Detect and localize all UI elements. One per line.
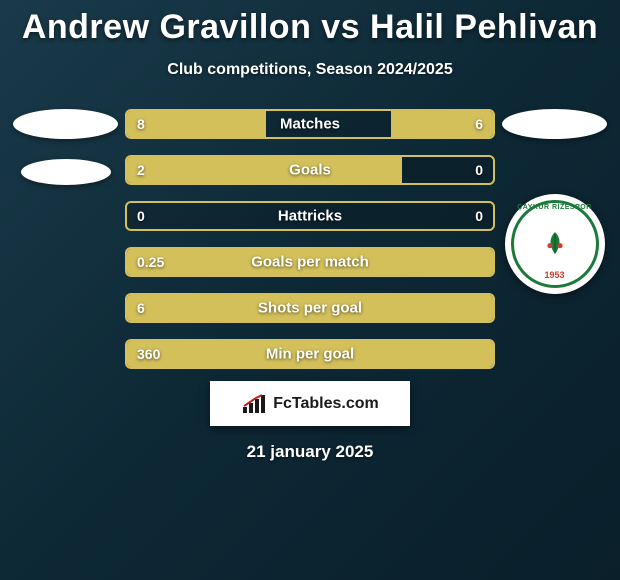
player-right-placeholder-1	[502, 109, 607, 139]
stat-value-left: 2	[137, 162, 145, 178]
player-left-placeholder-1	[13, 109, 118, 139]
stat-value-left: 6	[137, 300, 145, 316]
fctables-logo: FcTables.com	[210, 381, 410, 426]
stats-bars: 8 6 Matches 2 0 Goals 0 0 Hattricks 0.25 Goals per…	[123, 109, 497, 369]
player-left-placeholder-2	[21, 159, 111, 185]
stat-value-right: 6	[475, 116, 483, 132]
bar-left-fill	[127, 111, 266, 137]
stat-row: 360 Min per goal	[125, 339, 495, 369]
leaf-icon	[538, 227, 572, 261]
stat-label: Matches	[280, 116, 340, 133]
stat-label: Min per goal	[266, 346, 354, 363]
stat-label: Hattricks	[278, 208, 342, 225]
badge-year: 1953	[544, 270, 564, 280]
comparison-content: 8 6 Matches 2 0 Goals 0 0 Hattricks 0.25 Goals per…	[0, 109, 620, 369]
stat-value-left: 360	[137, 346, 160, 362]
stat-row: 0.25 Goals per match	[125, 247, 495, 277]
stat-value-right: 0	[475, 208, 483, 224]
stat-label: Goals per match	[251, 254, 369, 271]
left-side	[8, 109, 123, 185]
stat-row: 0 0 Hattricks	[125, 201, 495, 231]
stat-row: 8 6 Matches	[125, 109, 495, 139]
right-side: ÇAYKUR RİZESPOR 1953	[497, 109, 612, 294]
stat-label: Goals	[289, 162, 331, 179]
badge-top-text: ÇAYKUR RİZESPOR	[517, 204, 592, 211]
stat-row: 2 0 Goals	[125, 155, 495, 185]
stat-label: Shots per goal	[258, 300, 362, 317]
club-badge-right: ÇAYKUR RİZESPOR 1953	[505, 194, 605, 294]
stat-value-left: 8	[137, 116, 145, 132]
page-title: Andrew Gravillon vs Halil Pehlivan	[0, 0, 620, 47]
bar-left-fill	[127, 157, 402, 183]
stat-value-left: 0.25	[137, 254, 164, 270]
logo-text: FcTables.com	[273, 395, 379, 413]
stat-value-right: 0	[475, 162, 483, 178]
stat-value-left: 0	[137, 208, 145, 224]
chart-icon	[241, 393, 269, 415]
subtitle: Club competitions, Season 2024/2025	[0, 61, 620, 79]
date-text: 21 january 2025	[0, 442, 620, 462]
stat-row: 6 Shots per goal	[125, 293, 495, 323]
